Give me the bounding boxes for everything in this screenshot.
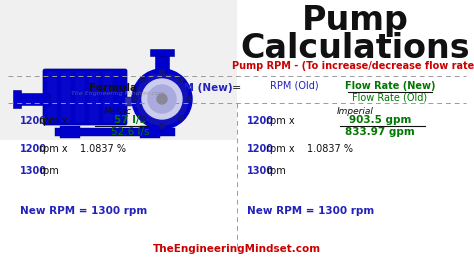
Circle shape [148,85,176,113]
Circle shape [140,77,146,82]
Circle shape [159,123,164,128]
Bar [13,90,21,108]
Text: New RPM = 1300 rpm: New RPM = 1300 rpm [20,206,147,216]
Circle shape [157,94,167,104]
Circle shape [132,69,192,129]
FancyBboxPatch shape [140,126,160,138]
Text: Pump: Pump [301,4,409,37]
Text: rpm: rpm [266,166,286,176]
Bar [89,71,99,123]
Text: 1200: 1200 [20,144,47,154]
Bar [75,71,85,123]
Text: RPM (New): RPM (New) [168,83,232,93]
Text: Calculations: Calculations [240,32,470,65]
Bar [125,97,143,106]
Text: Metric: Metric [104,107,132,116]
Text: 833.97 gpm: 833.97 gpm [345,127,415,137]
Text: The Engineering Mindset.com: The Engineering Mindset.com [71,92,165,97]
Circle shape [140,116,146,120]
Text: 1200: 1200 [20,116,47,126]
Text: 57 l/s: 57 l/s [114,115,146,125]
Text: 903.5 gpm: 903.5 gpm [349,115,411,125]
FancyBboxPatch shape [60,126,80,138]
Circle shape [136,73,188,125]
Bar [150,49,174,56]
Text: Pump RPM - (To increase/decrease flow rate): Pump RPM - (To increase/decrease flow ra… [232,61,474,71]
Text: 1200: 1200 [247,116,274,126]
Text: 52.6 l/s: 52.6 l/s [111,127,149,137]
Bar [61,71,71,123]
Bar [15,93,50,105]
Circle shape [142,79,182,119]
Circle shape [179,77,183,82]
Text: 1.0837 %: 1.0837 % [80,144,126,154]
Text: =: = [232,83,242,93]
Circle shape [186,97,191,102]
FancyBboxPatch shape [43,69,127,125]
Bar [0,0,237,140]
Text: TheEngineeringMindset.com: TheEngineeringMindset.com [153,244,321,254]
FancyBboxPatch shape [55,128,175,136]
Bar [155,53,169,73]
Text: rpm x: rpm x [266,116,295,126]
Text: 1300: 1300 [247,166,274,176]
Text: rpm x: rpm x [39,116,68,126]
Text: Flow Rate (New): Flow Rate (New) [345,81,435,91]
Bar [103,71,113,123]
Text: Flow Rate (Old): Flow Rate (Old) [353,93,428,103]
Text: 1300: 1300 [20,166,47,176]
Circle shape [179,116,183,120]
Circle shape [159,69,164,74]
Text: RPM (Old): RPM (Old) [270,81,319,91]
Text: 1200: 1200 [247,144,274,154]
Text: rpm x: rpm x [39,144,68,154]
Text: rpm: rpm [39,166,59,176]
Text: Imperial: Imperial [337,107,374,116]
Text: New RPM = 1300 rpm: New RPM = 1300 rpm [247,206,374,216]
Bar [47,71,57,123]
Text: 1.0837 %: 1.0837 % [307,144,353,154]
Text: Formula:: Formula: [89,83,141,93]
Text: rpm x: rpm x [266,144,295,154]
Circle shape [133,97,137,102]
